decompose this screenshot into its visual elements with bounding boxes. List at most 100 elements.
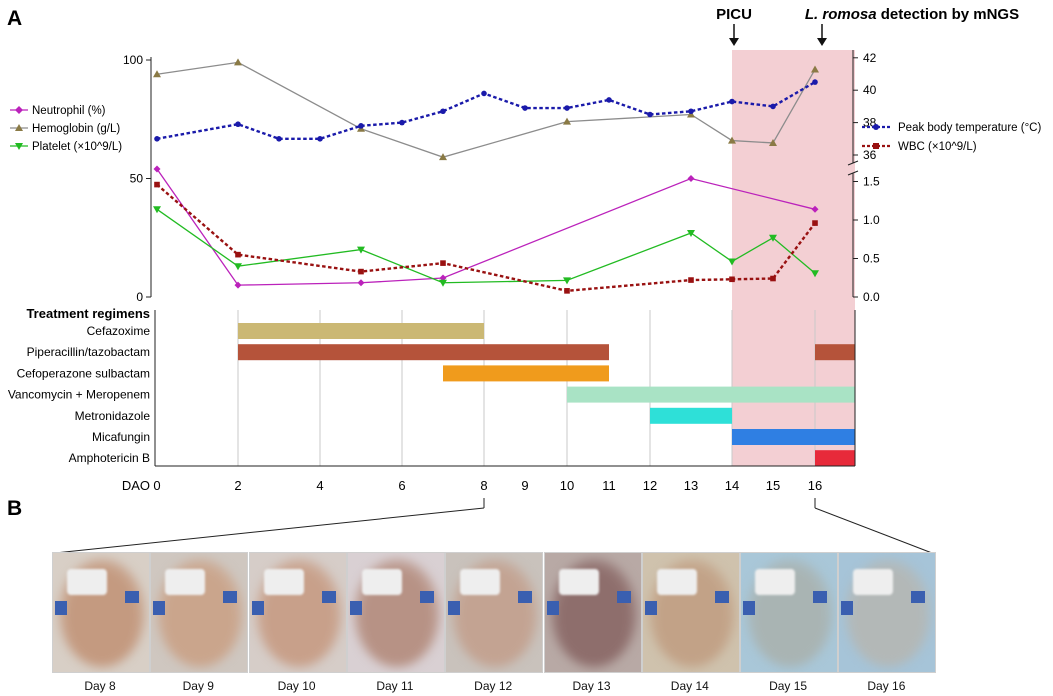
- data-point-wbc: [154, 181, 160, 188]
- data-point-wbc: [729, 276, 735, 283]
- forehead-pad: [460, 569, 501, 595]
- patient-photo: [346, 552, 445, 673]
- legend-label-neutrophil: Neutrophil (%): [32, 105, 106, 117]
- tape-left: [55, 601, 67, 615]
- treatment-bar-micafungin: [732, 429, 855, 445]
- treatment-bar-vancomycin-meropenem: [567, 386, 855, 403]
- data-point-platelet: [811, 270, 819, 278]
- data-point-hemoglobin: [234, 58, 242, 66]
- x-tick-label: 14: [725, 478, 739, 493]
- treatment-label-micafungin: Micafungin: [92, 430, 150, 444]
- x-tick-label: 9: [521, 478, 528, 493]
- treatment-bar-metronidazole: [650, 407, 732, 424]
- treatment-title: Treatment regimens: [26, 306, 150, 321]
- panel-label-b: B: [7, 497, 22, 520]
- data-point-peak: [276, 136, 282, 142]
- right-upper-y-tick-label: 40: [863, 83, 877, 97]
- data-point-peak: [481, 90, 487, 97]
- right-upper-y-tick-label: 42: [863, 51, 877, 65]
- tape-left: [153, 601, 166, 615]
- treatment-label-vancomycin-meropenem: Vancomycin + Meropenem: [8, 388, 150, 402]
- data-point-peak: [770, 103, 776, 110]
- x-axis-prefix: DAO: [122, 478, 150, 493]
- tape-left: [841, 601, 854, 615]
- data-point-wbc: [770, 275, 776, 282]
- patient-photo: [543, 552, 642, 673]
- connector-day16: [814, 507, 933, 554]
- detection-organism: L. romosa: [805, 6, 877, 23]
- tape-left: [251, 601, 264, 615]
- data-point-peak: [399, 119, 405, 126]
- picu-arrow-head: [729, 38, 739, 46]
- data-point-peak: [564, 105, 570, 111]
- tape-left: [546, 601, 559, 615]
- data-point-peak: [522, 105, 528, 111]
- series-line-peak: [156, 81, 816, 141]
- data-point-peak: [606, 97, 612, 103]
- treatment-bar-piperacillin-tazobactam: [815, 344, 855, 361]
- picu-annotation: PICU: [716, 6, 752, 23]
- x-tick-label: 0: [153, 478, 160, 493]
- tape-right: [125, 591, 139, 603]
- data-point-hemoglobin: [811, 65, 819, 73]
- patient-photo: [641, 552, 740, 673]
- legend-marker-hemoglobin: [15, 124, 23, 131]
- data-point-peak: [688, 108, 694, 115]
- data-point-peak: [154, 136, 160, 142]
- data-point-hemoglobin: [769, 138, 777, 146]
- treatment-label-cefoperazone-sulbactam: Cefoperazone sulbactam: [17, 366, 150, 380]
- legend-label-hemoglobin: Hemoglobin (g/L): [32, 123, 120, 135]
- photo-day-label: Day 9: [182, 679, 214, 693]
- tape-right: [714, 591, 729, 603]
- tape-right: [223, 591, 238, 603]
- x-tick-label: 6: [398, 478, 405, 493]
- x-tick-label: 8: [480, 478, 487, 493]
- photo-day-label: Day 10: [277, 679, 316, 693]
- detection-arrow-head: [817, 38, 827, 46]
- forehead-pad: [165, 569, 206, 595]
- tape-left: [448, 601, 461, 615]
- photo-day-label: Day 11: [376, 679, 414, 693]
- forehead-pad: [361, 569, 402, 595]
- treatment-label-cefazoxime: Cefazoxime: [87, 324, 151, 338]
- photo-day-label: Day 16: [867, 679, 906, 693]
- series-line-wbc: [156, 183, 816, 293]
- photo-day-label: Day 13: [572, 679, 611, 693]
- data-point-peak: [317, 136, 323, 142]
- tape-right: [911, 591, 926, 603]
- right-lower-y-tick-label: 1.0: [863, 213, 880, 227]
- data-point-wbc: [564, 288, 570, 294]
- tape-right: [419, 591, 434, 603]
- treatment-bar-amphotericin-b: [815, 450, 855, 467]
- photo-strip: [52, 552, 937, 673]
- x-tick-label: 4: [316, 478, 323, 493]
- forehead-pad: [656, 569, 697, 595]
- patient-photo: [838, 552, 937, 673]
- data-point-neutrophil: [811, 205, 819, 213]
- tape-right: [813, 591, 828, 603]
- treatment-bar-piperacillin-tazobactam: [238, 344, 609, 361]
- tape-left: [743, 601, 756, 615]
- x-tick-label: 15: [766, 478, 780, 493]
- treatment-label-amphotericin-b: Amphotericin B: [69, 451, 150, 465]
- x-tick-label: 16: [808, 478, 822, 493]
- data-point-peak: [647, 111, 653, 118]
- right-upper-y-tick-label: 36: [863, 148, 877, 162]
- data-point-platelet: [563, 277, 571, 285]
- data-point-peak: [812, 79, 818, 85]
- right-lower-y-tick-label: 0.5: [863, 252, 880, 266]
- forehead-pad: [263, 569, 304, 595]
- data-point-wbc: [440, 260, 446, 266]
- tape-right: [321, 591, 336, 603]
- axis-break-mark: [847, 160, 859, 166]
- data-point-platelet: [769, 234, 777, 242]
- forehead-pad: [755, 569, 796, 595]
- forehead-pad: [853, 569, 894, 595]
- x-tick-label: 2: [234, 478, 241, 493]
- treatment-bar-cefoperazone-sulbactam: [443, 365, 609, 382]
- x-tick-label: 10: [560, 478, 574, 493]
- data-point-peak: [235, 121, 241, 128]
- data-point-platelet: [153, 206, 161, 214]
- panel-label-a: A: [7, 7, 22, 30]
